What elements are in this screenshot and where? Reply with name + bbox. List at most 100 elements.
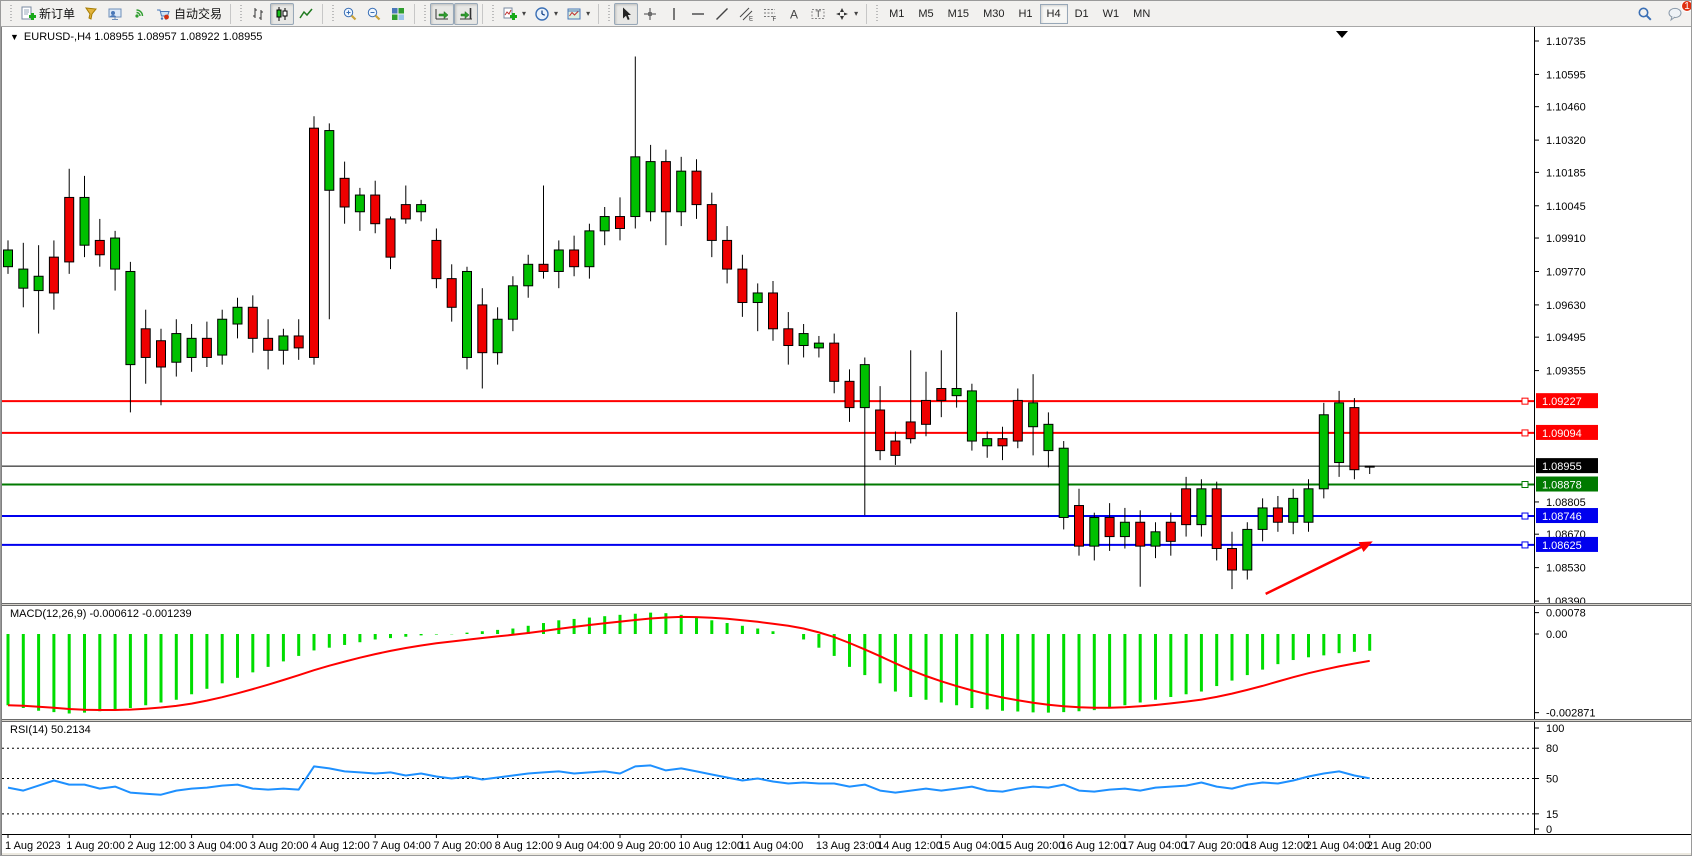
toolbar-separator: [482, 3, 484, 24]
svg-text:15 Aug 04:00: 15 Aug 04:00: [938, 840, 1003, 852]
timeframe-m5-button[interactable]: M5: [918, 7, 934, 20]
pane-separator-macd[interactable]: [2, 603, 1691, 606]
auto-scroll-button[interactable]: [430, 2, 455, 25]
timeframe-m1-button[interactable]: M1: [889, 7, 905, 20]
svg-text:1.08746: 1.08746: [1542, 511, 1582, 523]
template-icon: [566, 6, 582, 22]
svg-text:1.09770: 1.09770: [1546, 266, 1586, 278]
toolbar-group-scroll: [430, 1, 479, 27]
crosshair-button[interactable]: [638, 3, 662, 25]
toolbar-grip[interactable]: [490, 4, 496, 23]
tile-icon: [390, 6, 406, 22]
indicators-button[interactable]: ▾: [498, 3, 530, 25]
fibo-icon: F: [762, 6, 778, 22]
symbol-ohlc-line: ▼ EURUSD-,H4 1.08955 1.08957 1.08922 1.0…: [10, 31, 262, 43]
cursor-button[interactable]: [614, 2, 639, 25]
main-chart-pane[interactable]: ▼ EURUSD-,H4 1.08955 1.08957 1.08922 1.0…: [2, 27, 1692, 603]
toolbar-grip[interactable]: [8, 4, 13, 23]
timeframe-h1-button[interactable]: H1: [1018, 7, 1033, 20]
timeframe-h4-button[interactable]: H4: [1039, 3, 1068, 24]
rsi-pane[interactable]: RSI(14) 50.2134 100 80 50 15 0: [2, 722, 1692, 834]
channel-button[interactable]: E: [734, 3, 758, 25]
pane-separator-rsi[interactable]: [2, 719, 1691, 722]
svg-text:1.09094: 1.09094: [1542, 428, 1582, 440]
symbol-ohlc-text: EURUSD-,H4 1.08955 1.08957 1.08922 1.089…: [23, 31, 263, 43]
svg-text:1.10595: 1.10595: [1546, 69, 1586, 81]
svg-text:10 Aug 12:00: 10 Aug 12:00: [678, 840, 743, 852]
autotrading-button-label: 自动交易: [174, 7, 223, 21]
svg-text:15 Aug 20:00: 15 Aug 20:00: [1000, 840, 1065, 852]
toolbar-grip[interactable]: [238, 4, 244, 23]
zoom-out-button[interactable]: [362, 3, 386, 25]
chart-shift-marker[interactable]: [1336, 31, 1348, 38]
chat-icon: [1667, 6, 1683, 22]
svg-text:3 Aug 04:00: 3 Aug 04:00: [189, 840, 248, 852]
toolbar-grip[interactable]: [422, 4, 428, 23]
arrows-button[interactable]: ▾: [830, 3, 862, 25]
svg-text:1.10320: 1.10320: [1546, 135, 1586, 147]
notifications-button[interactable]: 1: [1663, 1, 1691, 25]
timeframe-m30-button[interactable]: M30: [983, 7, 1005, 20]
clock-icon: [534, 6, 550, 22]
svg-text:E: E: [749, 16, 753, 22]
line-chart-button[interactable]: [294, 3, 318, 25]
svg-text:9 Aug 20:00: 9 Aug 20:00: [617, 840, 676, 852]
zoom-in-button[interactable]: [338, 3, 362, 25]
candlestick-button[interactable]: [270, 2, 295, 25]
timeframe-d1-button[interactable]: D1: [1074, 7, 1089, 20]
shift-icon: [458, 6, 474, 22]
toolbar-grip[interactable]: [330, 4, 336, 23]
toolbar-grip[interactable]: [606, 4, 612, 23]
svg-text:0.00078: 0.00078: [1546, 608, 1586, 620]
svg-text:F: F: [773, 17, 777, 22]
macd-canvas[interactable]: 0.00078 0.00 -0.002871: [2, 606, 1692, 719]
time-axis[interactable]: 1 Aug 2023 1 Aug 20:00 2 Aug 12:00 3 Aug 04…: [2, 834, 1692, 853]
time-axis-canvas[interactable]: 1 Aug 2023 1 Aug 20:00 2 Aug 12:00 3 Aug 04…: [2, 834, 1692, 853]
toolbar-grip[interactable]: [874, 4, 880, 23]
person-icon: [107, 6, 123, 22]
svg-text:1.08530: 1.08530: [1546, 563, 1586, 575]
chevron-down-icon: ▼: [10, 32, 19, 42]
svg-text:1.09495: 1.09495: [1546, 332, 1586, 344]
periods-button[interactable]: ▾: [530, 3, 562, 25]
trendline-button[interactable]: [710, 3, 734, 25]
autotrading-button[interactable]: 自动交易: [151, 3, 226, 25]
svg-text:1.09910: 1.09910: [1546, 233, 1586, 245]
channel-icon: E: [738, 6, 754, 22]
svg-text:4 Aug 12:00: 4 Aug 12:00: [311, 840, 370, 852]
fibonacci-button[interactable]: F: [758, 3, 782, 25]
dropdown-arrow-icon: ▾: [854, 9, 859, 18]
svg-text:80: 80: [1546, 743, 1558, 755]
text-button[interactable]: A: [782, 3, 806, 25]
tile-windows-button[interactable]: [386, 3, 410, 25]
trend-arrow-annotation[interactable]: [1265, 542, 1368, 596]
macd-pane[interactable]: MACD(12,26,9) -0.000612 -0.001239 0.0007…: [2, 606, 1692, 719]
svg-text:1.08955: 1.08955: [1542, 461, 1582, 473]
templates-button[interactable]: ▾: [562, 3, 594, 25]
cursor-icon: [618, 6, 634, 22]
timeframe-m15-button[interactable]: M15: [947, 7, 970, 20]
signals-button[interactable]: [127, 3, 151, 25]
horizontal-line-button[interactable]: [686, 3, 710, 25]
timeframe-w1-button[interactable]: W1: [1102, 7, 1120, 20]
rsi-canvas[interactable]: 100 80 50 15 0: [2, 722, 1692, 834]
bottom-strip: [2, 853, 1691, 855]
svg-text:1.09227: 1.09227: [1542, 396, 1582, 408]
svg-text:11 Aug 04:00: 11 Aug 04:00: [739, 840, 803, 852]
chart-shift-button[interactable]: [454, 2, 479, 25]
svg-text:13 Aug 23:00: 13 Aug 23:00: [816, 840, 881, 852]
arrow-head: [1358, 541, 1373, 553]
new-order-button[interactable]: 新订单: [16, 3, 79, 25]
toolbar-group-objects: ▾ ▾ ▾: [498, 1, 594, 27]
toolbar-separator: [866, 3, 868, 24]
label-button[interactable]: T: [806, 3, 830, 25]
market-button[interactable]: [103, 3, 127, 25]
metaeditor-button[interactable]: [79, 3, 103, 25]
bar-chart-button[interactable]: [246, 3, 270, 25]
candles-icon: [274, 6, 290, 22]
vertical-line-button[interactable]: [662, 3, 686, 25]
price-chart-canvas[interactable]: 1.10735 1.10595 1.10460 1.10320 1.10185 1.100…: [2, 27, 1692, 603]
timeframe-mn-button[interactable]: MN: [1133, 7, 1151, 20]
chart-window: ▼ EURUSD-,H4 1.08955 1.08957 1.08922 1.0…: [1, 27, 1692, 855]
search-button[interactable]: [1633, 3, 1657, 25]
